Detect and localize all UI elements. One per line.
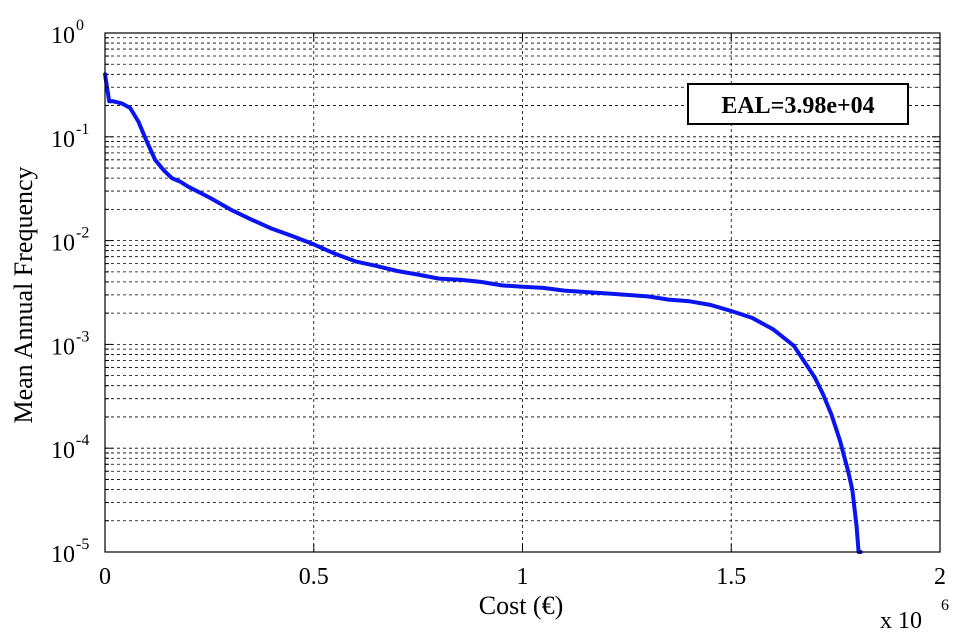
y-tick-label-exp: -2	[76, 225, 89, 242]
y-axis-title: Mean Annual Frequency	[9, 166, 38, 423]
y-tick-label-exp: -3	[76, 328, 89, 345]
x-tick-label: 1	[517, 564, 529, 590]
y-tick-label: 10 -1	[51, 121, 89, 153]
series-layer	[103, 72, 863, 554]
x-multiplier-exp: 6	[941, 597, 949, 614]
y-tick-label-exp: -4	[76, 432, 89, 449]
y-tick-label: 10 0	[51, 17, 84, 49]
x-multiplier: x 10 6	[880, 597, 949, 632]
eal-annotation-text: EAL=3.98e+04	[721, 93, 874, 119]
y-tick-label: 10 -5	[51, 536, 89, 568]
x-tick-label: 0.5	[299, 564, 329, 590]
y-tick-label: 10 -4	[51, 432, 89, 464]
y-tick-label-exp: -1	[76, 121, 89, 138]
x-tick-label: 0	[99, 564, 111, 590]
x-tick-label: 2	[934, 564, 946, 590]
axis-ticks	[104, 32, 941, 553]
y-tick-label-base: 10	[51, 127, 75, 153]
y-tick-label-exp: -5	[76, 536, 89, 553]
x-tick-labels: 0 0.5 1 1.5 2	[99, 564, 946, 590]
y-tick-label: 10 -3	[51, 328, 89, 360]
y-tick-label-base: 10	[51, 231, 75, 257]
x-axis-title: Cost (€)	[479, 591, 564, 620]
y-tick-label-base: 10	[51, 334, 75, 360]
y-tick-label-base: 10	[51, 23, 75, 49]
x-tick-label: 1.5	[716, 564, 746, 590]
y-tick-label-exp: 0	[76, 17, 84, 34]
y-tick-label: 10 -2	[51, 225, 89, 257]
eal-annotation: EAL=3.98e+04	[687, 83, 909, 125]
series-line	[103, 72, 863, 554]
eal-annotation-box	[687, 83, 909, 125]
y-tick-label-base: 10	[51, 542, 75, 568]
x-multiplier-base: x 10	[880, 608, 922, 632]
y-tick-label-base: 10	[51, 438, 75, 464]
grid-lines	[105, 33, 940, 552]
